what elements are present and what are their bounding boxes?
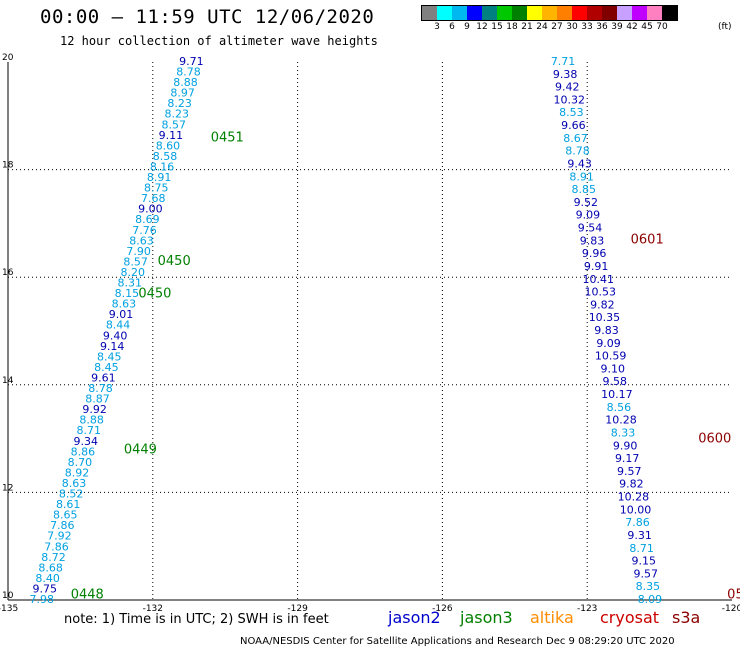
wave-height-value: 10.17 bbox=[601, 388, 633, 401]
y-tick-label: 18 bbox=[2, 161, 14, 171]
wave-height-value: 9.09 bbox=[596, 337, 621, 350]
wave-height-value: 9.83 bbox=[594, 324, 619, 337]
pass-time-label: 0450 bbox=[138, 286, 171, 301]
pass-time-label: 0601 bbox=[631, 233, 664, 248]
y-tick-label: 20 bbox=[2, 53, 14, 63]
satellite-legend-s3a: s3a bbox=[672, 608, 700, 627]
wave-height-value: 9.82 bbox=[619, 478, 644, 491]
wave-height-value: 8.67 bbox=[563, 132, 588, 145]
wave-height-value: 9.57 bbox=[617, 465, 642, 478]
wave-height-value: 10.41 bbox=[582, 273, 614, 286]
wave-height-value: 9.52 bbox=[574, 196, 599, 209]
satellite-legend-cryosat: cryosat bbox=[600, 608, 659, 627]
satellite-legend-altika: altika bbox=[530, 608, 574, 627]
satellite-legend-jason3: jason3 bbox=[460, 608, 513, 627]
wave-height-value: 9.57 bbox=[634, 567, 659, 580]
pass-time-label: 0448 bbox=[71, 588, 104, 603]
y-tick-label: 10 bbox=[2, 591, 14, 601]
wave-height-value: 9.10 bbox=[600, 362, 625, 375]
footer-note: note: 1) Time is in UTC; 2) SWH is in fe… bbox=[64, 612, 329, 627]
wave-height-value: 9.96 bbox=[582, 247, 607, 260]
wave-height-value: 8.71 bbox=[629, 542, 654, 555]
wave-height-value: 9.43 bbox=[567, 157, 592, 170]
wave-height-value: 9.82 bbox=[590, 298, 615, 311]
wave-height-value: 9.09 bbox=[576, 209, 601, 222]
x-tick-label: -123 bbox=[577, 604, 597, 614]
wave-height-value: 9.58 bbox=[603, 375, 628, 388]
wave-height-value: 8.09 bbox=[638, 593, 663, 606]
pass-time-label: 0449 bbox=[124, 442, 157, 457]
wave-height-value: 9.66 bbox=[561, 119, 586, 132]
wave-height-value: 9.17 bbox=[615, 452, 640, 465]
pass-time-label: 0451 bbox=[211, 130, 244, 145]
wave-height-value: 9.15 bbox=[631, 555, 656, 568]
y-tick-label: 16 bbox=[2, 268, 14, 278]
wave-height-value: 10.32 bbox=[554, 93, 586, 106]
x-tick-label: -135 bbox=[0, 604, 18, 614]
pass-time-label: 0600 bbox=[698, 432, 731, 447]
wave-height-value: 9.54 bbox=[578, 222, 603, 235]
satellite-legend-jason2: jason2 bbox=[388, 608, 441, 627]
wave-height-value: 10.53 bbox=[585, 286, 617, 299]
wave-height-value: 9.90 bbox=[613, 439, 638, 452]
wave-height-value: 8.78 bbox=[565, 145, 590, 158]
y-tick-label: 12 bbox=[2, 483, 13, 493]
wave-height-value: 7.86 bbox=[625, 516, 650, 529]
pass-time-label: 0559 bbox=[727, 588, 740, 603]
wave-height-value: 10.00 bbox=[620, 503, 652, 516]
wave-height-value: 9.91 bbox=[584, 260, 609, 273]
wave-height-value: 10.28 bbox=[605, 414, 637, 427]
wave-height-value: 9.83 bbox=[580, 234, 605, 247]
wave-height-value: 8.53 bbox=[559, 106, 584, 119]
wave-height-value: 10.59 bbox=[595, 350, 627, 363]
wave-height-value: 9.42 bbox=[555, 81, 580, 94]
wave-height-value: 9.71 bbox=[179, 55, 204, 68]
x-tick-label: -120 bbox=[722, 604, 740, 614]
pass-time-label: 0450 bbox=[158, 254, 191, 269]
wave-height-value: 10.28 bbox=[618, 491, 650, 504]
wave-height-value: 10.35 bbox=[589, 311, 621, 324]
wave-height-value: 8.33 bbox=[611, 426, 636, 439]
wave-height-value: 8.35 bbox=[636, 580, 661, 593]
y-tick-label: 14 bbox=[2, 376, 14, 386]
wave-height-value: 7.71 bbox=[551, 55, 576, 68]
wave-height-value: 9.38 bbox=[553, 68, 578, 81]
wave-height-value: 8.56 bbox=[607, 401, 632, 414]
footer-credit: NOAA/NESDIS Center for Satellite Applica… bbox=[240, 636, 675, 647]
wave-height-value: 8.91 bbox=[569, 170, 594, 183]
wave-height-value: 8.85 bbox=[572, 183, 597, 196]
wave-height-value: 9.31 bbox=[627, 529, 652, 542]
